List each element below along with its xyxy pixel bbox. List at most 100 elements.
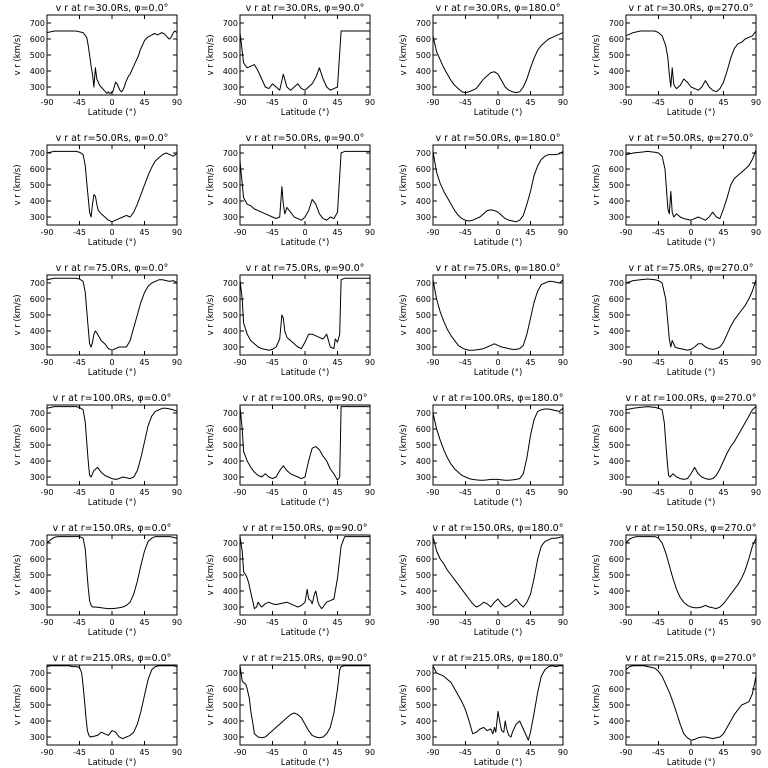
- x-tick-label: -45: [459, 488, 472, 497]
- x-axis-label: Latitude (°): [474, 758, 523, 768]
- x-tick-label: -45: [73, 98, 86, 107]
- y-tick-label: 300: [30, 343, 45, 352]
- x-tick-label: -90: [619, 358, 632, 367]
- x-axis-label: Latitude (°): [88, 498, 137, 508]
- x-tick-label: -45: [266, 358, 279, 367]
- series-line: [625, 278, 757, 351]
- y-tick-label: 400: [416, 587, 431, 596]
- y-tick-label: 400: [609, 587, 624, 596]
- series-line: [432, 150, 564, 223]
- y-axis-label: v r (km/s): [13, 424, 23, 465]
- y-tick-label: 600: [416, 685, 431, 694]
- y-tick-label: 400: [609, 327, 624, 336]
- x-tick-label: 0: [302, 488, 307, 497]
- y-axis-label: v r (km/s): [13, 554, 23, 595]
- y-tick-label: 300: [223, 83, 238, 92]
- y-axis-label: v r (km/s): [13, 294, 23, 335]
- x-tick-label: 0: [109, 748, 114, 757]
- x-tick-label: -45: [652, 618, 665, 627]
- series-line: [239, 30, 370, 91]
- x-tick-label: 90: [172, 358, 182, 367]
- y-tick-label: 600: [416, 555, 431, 564]
- y-tick-label: 600: [609, 425, 624, 434]
- x-tick-label: -90: [233, 488, 246, 497]
- y-tick-label: 600: [416, 165, 431, 174]
- y-tick-label: 300: [416, 343, 431, 352]
- x-tick-label: -90: [426, 228, 439, 237]
- x-tick-label: 45: [139, 618, 149, 627]
- y-tick-label: 700: [416, 19, 431, 28]
- x-tick-label: 45: [332, 488, 342, 497]
- x-tick-label: 90: [365, 748, 375, 757]
- x-tick-label: 90: [172, 98, 182, 107]
- x-axis-label: Latitude (°): [281, 108, 330, 118]
- chart-panel: v r at r=150.0Rs, φ=0.0° -90 -45 0 45 90 300 40…: [13, 523, 182, 638]
- y-tick-label: 400: [223, 197, 238, 206]
- chart-title: v r at r=215.0Rs, φ=270.0°: [626, 653, 757, 664]
- x-axis-label: Latitude (°): [667, 628, 716, 638]
- chart-panel: v r at r=100.0Rs, φ=180.0° -90 -45 0 45 90 300…: [399, 393, 568, 508]
- x-tick-label: 90: [172, 488, 182, 497]
- y-tick-label: 400: [30, 457, 45, 466]
- y-axis-label: v r (km/s): [399, 684, 409, 725]
- x-tick-label: 45: [332, 748, 342, 757]
- series-line: [46, 277, 178, 351]
- y-tick-label: 400: [416, 197, 431, 206]
- y-tick-label: 700: [609, 149, 624, 158]
- x-tick-label: 45: [139, 488, 149, 497]
- y-tick-label: 500: [30, 181, 45, 190]
- y-tick-label: 600: [223, 555, 238, 564]
- y-tick-label: 700: [223, 409, 238, 418]
- y-tick-label: 500: [609, 441, 624, 450]
- y-tick-label: 700: [223, 669, 238, 678]
- y-tick-label: 700: [416, 539, 431, 548]
- y-tick-label: 600: [609, 35, 624, 44]
- chart-title: v r at r=75.0Rs, φ=180.0°: [436, 263, 561, 274]
- chart-panel: v r at r=50.0Rs, φ=270.0° -90 -45 0 45 90 300 4…: [592, 133, 761, 248]
- y-tick-label: 600: [30, 295, 45, 304]
- x-tick-label: -90: [233, 618, 246, 627]
- chart-panel: v r at r=75.0Rs, φ=270.0° -90 -45 0 45 90 300 4…: [592, 263, 761, 378]
- y-tick-label: 300: [223, 473, 238, 482]
- y-tick-label: 300: [609, 473, 624, 482]
- chart-panel: v r at r=215.0Rs, φ=180.0° -90 -45 0 45 90 300…: [399, 653, 568, 768]
- y-axis-label: v r (km/s): [399, 424, 409, 465]
- x-tick-label: -45: [459, 228, 472, 237]
- y-tick-label: 400: [30, 717, 45, 726]
- x-tick-label: 90: [558, 488, 568, 497]
- y-tick-label: 600: [416, 425, 431, 434]
- x-tick-label: 45: [525, 618, 535, 627]
- y-axis-label: v r (km/s): [592, 684, 602, 725]
- x-tick-label: -90: [426, 488, 439, 497]
- y-tick-label: 400: [609, 67, 624, 76]
- x-axis-label: Latitude (°): [88, 628, 137, 638]
- y-tick-label: 600: [30, 555, 45, 564]
- chart-panel: v r at r=150.0Rs, φ=180.0° -90 -45 0 45 90 300…: [399, 523, 568, 638]
- chart-panel: v r at r=75.0Rs, φ=0.0° -90 -45 0 45 90 300 400…: [13, 263, 182, 378]
- y-tick-label: 500: [609, 51, 624, 60]
- series-line: [432, 32, 564, 94]
- y-tick-label: 700: [223, 539, 238, 548]
- y-tick-label: 500: [416, 701, 431, 710]
- y-tick-label: 500: [223, 441, 238, 450]
- y-tick-label: 600: [30, 685, 45, 694]
- series-line: [46, 406, 178, 480]
- x-tick-label: 0: [109, 358, 114, 367]
- x-tick-label: -45: [73, 228, 86, 237]
- y-tick-label: 500: [30, 701, 45, 710]
- chart-title: v r at r=150.0Rs, φ=0.0°: [53, 523, 172, 534]
- x-tick-label: 45: [139, 748, 149, 757]
- y-tick-label: 400: [609, 197, 624, 206]
- series-line: [46, 536, 178, 610]
- y-tick-label: 600: [30, 425, 45, 434]
- x-tick-label: -45: [73, 618, 86, 627]
- x-tick-label: 0: [495, 748, 500, 757]
- y-tick-label: 500: [416, 51, 431, 60]
- x-tick-label: 0: [302, 358, 307, 367]
- y-tick-label: 600: [609, 555, 624, 564]
- series-line: [239, 277, 370, 351]
- y-tick-label: 500: [223, 181, 238, 190]
- chart-title: v r at r=150.0Rs, φ=270.0°: [626, 523, 757, 534]
- y-axis-label: v r (km/s): [206, 164, 216, 205]
- x-tick-label: 90: [172, 228, 182, 237]
